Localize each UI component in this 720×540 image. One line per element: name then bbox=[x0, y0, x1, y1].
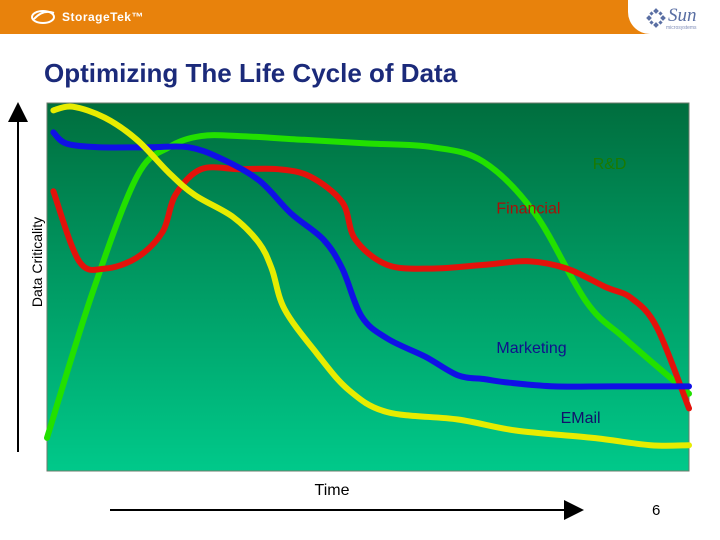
series-label-layer: R&D Financial Marketing EMail bbox=[496, 156, 626, 427]
slide-number: 6 bbox=[652, 502, 661, 519]
series-line-marketing bbox=[50, 129, 692, 390]
storagetek-swoosh-icon bbox=[31, 10, 55, 24]
sun-logo-icon bbox=[646, 8, 666, 28]
plot-area bbox=[46, 102, 690, 472]
series-layer bbox=[44, 103, 692, 449]
series-line-r-d bbox=[44, 132, 692, 441]
slide-title: Optimizing The Life Cycle of Data bbox=[44, 58, 458, 88]
sun-logo-subtext: microsystems bbox=[666, 25, 697, 31]
header-bar bbox=[0, 0, 720, 34]
series-label-email: EMail bbox=[561, 410, 601, 427]
sun-logo-panel bbox=[628, 0, 720, 34]
series-label-r-d: R&D bbox=[593, 156, 627, 173]
storagetek-logo: StorageTek™ bbox=[30, 5, 144, 29]
series-label-marketing: Marketing bbox=[496, 340, 566, 357]
series-line-email bbox=[50, 103, 692, 449]
series-line-financial bbox=[50, 164, 692, 412]
x-axis-label: Time bbox=[315, 482, 350, 499]
storagetek-logo-text: StorageTek™ bbox=[62, 10, 144, 24]
sun-logo-text: Sun bbox=[668, 5, 697, 26]
series-label-financial: Financial bbox=[496, 200, 560, 217]
y-axis-label: Data Criticality bbox=[29, 217, 45, 307]
